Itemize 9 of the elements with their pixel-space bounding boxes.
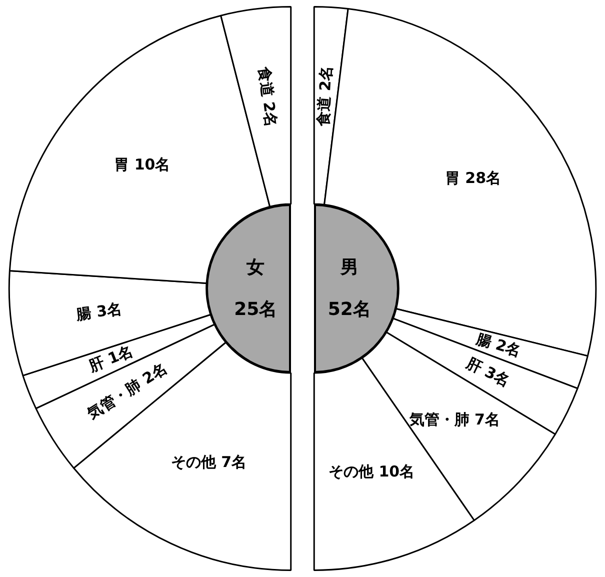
slice-label: 食道 2名: [254, 64, 281, 128]
slice-label: 食道 2名: [314, 64, 336, 128]
slice-label: 気管・肺 7名: [408, 410, 500, 429]
slice-label: その他 7名: [170, 453, 247, 472]
slice-label: 肝 1名: [86, 342, 136, 376]
slice-label: その他 10名: [328, 462, 415, 481]
slice-label: 胃 10名: [114, 155, 170, 174]
slice-label: 胃 28名: [444, 168, 502, 187]
slice-label: 腸 3名: [74, 300, 124, 324]
